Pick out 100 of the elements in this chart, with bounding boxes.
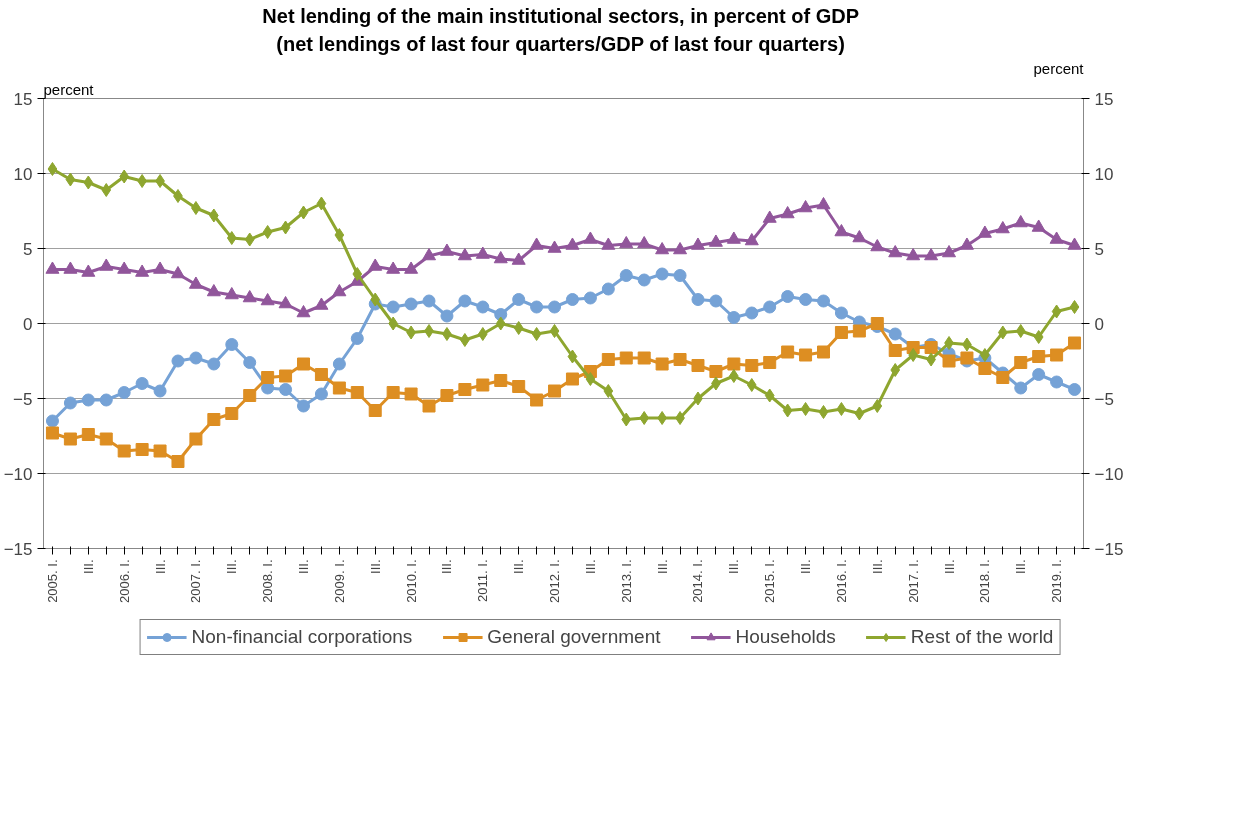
point (493, 250, 508, 264)
point (494, 308, 508, 321)
x-tick-label: 2008. I. (260, 559, 276, 603)
point (691, 359, 705, 372)
point (404, 387, 418, 401)
point (1051, 304, 1062, 319)
point (763, 356, 777, 369)
point (888, 327, 902, 341)
x-tick-label: 2006. I. (116, 559, 132, 603)
x-tick-label: 2011. I. (475, 559, 491, 602)
point (1050, 348, 1064, 362)
y-tick-label: −10 (3, 464, 33, 484)
x-tick-label: III. (439, 559, 455, 574)
point (171, 354, 185, 368)
y2-tick-label: 10 (1094, 164, 1114, 184)
point (817, 294, 830, 308)
point (1049, 231, 1064, 244)
point (439, 243, 454, 256)
point (870, 238, 885, 252)
point (655, 357, 669, 371)
point (153, 261, 168, 274)
point (601, 237, 616, 250)
point (818, 405, 829, 419)
point (530, 300, 544, 314)
point (888, 344, 902, 357)
point (279, 383, 293, 396)
point (567, 349, 578, 364)
x-tick-label: 2014. I. (690, 559, 706, 603)
point (745, 306, 759, 320)
point (782, 403, 793, 418)
point (675, 411, 685, 425)
point (189, 351, 203, 365)
y2-tick-label: −15 (1094, 539, 1124, 559)
y2-tick-label: 15 (1094, 89, 1114, 109)
x-tick-label: III. (80, 559, 96, 574)
point (637, 273, 651, 287)
point (280, 220, 291, 235)
point (135, 264, 150, 277)
chart-subtitle: (net lendings of last four quarters/GDP of last four quarters) (276, 32, 845, 55)
point (530, 393, 544, 407)
point (244, 232, 255, 247)
point (477, 327, 488, 341)
point (708, 234, 723, 247)
point (834, 326, 848, 339)
point (906, 247, 921, 261)
y2-tick-label: −10 (1094, 464, 1124, 484)
point (1033, 330, 1044, 344)
point (834, 306, 848, 320)
point (1032, 368, 1046, 381)
point (45, 426, 59, 440)
point (619, 269, 633, 282)
point (297, 399, 310, 413)
point (1013, 214, 1028, 228)
point (872, 399, 883, 413)
point (639, 411, 650, 425)
point (817, 345, 830, 359)
point (332, 283, 347, 297)
point (1032, 350, 1046, 363)
point (762, 210, 777, 223)
point (1014, 381, 1028, 395)
point (978, 362, 992, 375)
x-tick-label: III. (511, 559, 527, 574)
point (81, 428, 95, 441)
point (997, 325, 1008, 340)
point (944, 336, 954, 350)
point (1014, 356, 1028, 369)
point (709, 365, 723, 378)
point (422, 294, 436, 308)
point (207, 357, 221, 371)
point (1068, 336, 1082, 350)
point (63, 432, 77, 446)
point (780, 205, 795, 219)
x-tick-label: 2005. I. (44, 559, 60, 603)
x-tick-label: 2016. I. (833, 559, 849, 603)
point (800, 402, 811, 416)
point (495, 316, 506, 331)
point (171, 455, 185, 468)
point (386, 386, 400, 399)
point (852, 324, 866, 338)
point (206, 283, 221, 297)
x-tick-label: III. (654, 559, 670, 574)
point (799, 293, 813, 306)
point (476, 378, 490, 392)
point (890, 363, 901, 377)
point (458, 294, 472, 308)
point (637, 351, 651, 365)
y-tick-label: 0 (23, 314, 33, 334)
point (816, 196, 831, 210)
y-tick-label: −5 (13, 389, 33, 409)
point (440, 389, 454, 402)
point (47, 162, 58, 176)
x-tick-label: III. (941, 559, 957, 574)
point (45, 414, 59, 428)
point (83, 175, 94, 190)
x-tick-label: III. (296, 559, 311, 574)
point (996, 371, 1010, 384)
point (188, 276, 203, 289)
point (262, 225, 273, 239)
point (529, 237, 544, 250)
point (117, 261, 132, 274)
